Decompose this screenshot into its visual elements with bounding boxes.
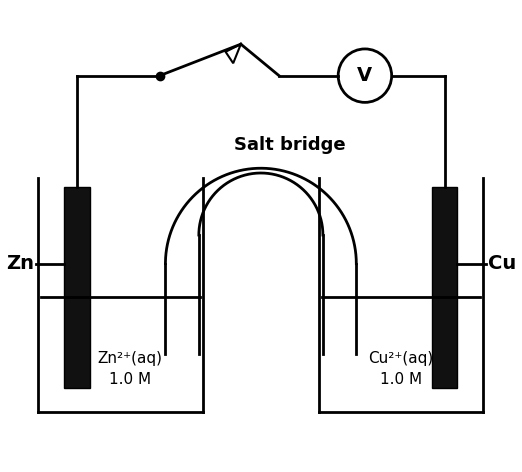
Text: Salt bridge: Salt bridge: [234, 136, 346, 154]
Text: Cu: Cu: [488, 254, 516, 273]
Polygon shape: [64, 187, 90, 388]
Text: Zn: Zn: [6, 254, 34, 273]
Text: V: V: [358, 66, 373, 85]
Text: Zn²⁺(aq)
1.0 M: Zn²⁺(aq) 1.0 M: [98, 351, 163, 387]
Polygon shape: [432, 187, 457, 388]
Text: Cu²⁺(aq)
1.0 M: Cu²⁺(aq) 1.0 M: [369, 351, 434, 387]
